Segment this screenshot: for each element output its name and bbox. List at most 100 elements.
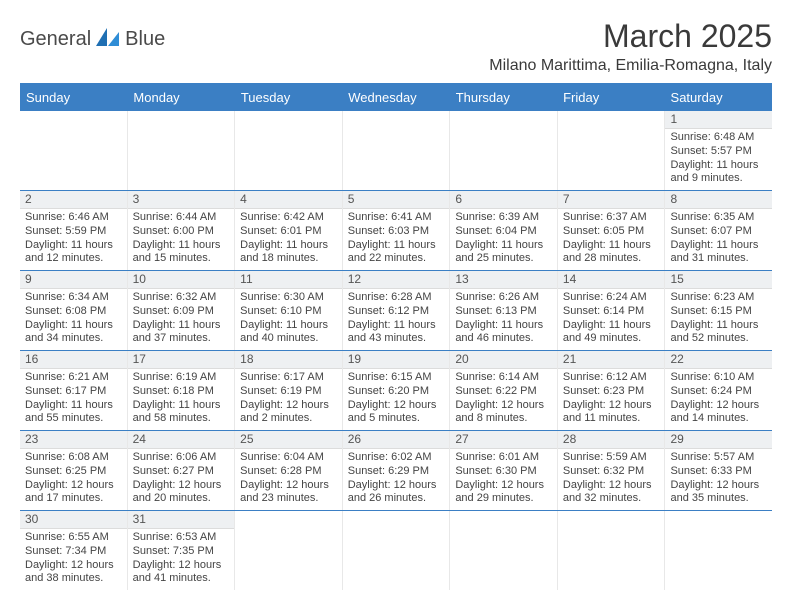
daylight-line-2: and 37 minutes.	[133, 332, 230, 346]
daylight-line-1: Daylight: 11 hours	[670, 159, 767, 173]
day-cell: 23Sunrise: 6:08 AMSunset: 6:25 PMDayligh…	[20, 431, 128, 510]
daylight-line-2: and 32 minutes.	[563, 492, 660, 506]
day-cell-empty	[128, 111, 236, 190]
day-cell: 13Sunrise: 6:26 AMSunset: 6:13 PMDayligh…	[450, 271, 558, 350]
daylight-line-2: and 9 minutes.	[670, 172, 767, 186]
day-body: Sunrise: 6:55 AMSunset: 7:34 PMDaylight:…	[20, 529, 127, 590]
daylight-line-2: and 18 minutes.	[240, 252, 337, 266]
sunset-line: Sunset: 6:25 PM	[25, 465, 122, 479]
daylight-line-1: Daylight: 12 hours	[455, 479, 552, 493]
day-cell: 15Sunrise: 6:23 AMSunset: 6:15 PMDayligh…	[665, 271, 772, 350]
day-cell: 28Sunrise: 5:59 AMSunset: 6:32 PMDayligh…	[558, 431, 666, 510]
day-cell-empty	[343, 111, 451, 190]
sunset-line: Sunset: 6:13 PM	[455, 305, 552, 319]
day-body: Sunrise: 6:10 AMSunset: 6:24 PMDaylight:…	[665, 369, 772, 430]
sunrise-line: Sunrise: 6:35 AM	[670, 211, 767, 225]
daylight-line-1: Daylight: 11 hours	[455, 239, 552, 253]
day-number: 4	[235, 191, 342, 209]
sunset-line: Sunset: 6:33 PM	[670, 465, 767, 479]
day-number: 2	[20, 191, 127, 209]
sunrise-line: Sunrise: 6:42 AM	[240, 211, 337, 225]
sunrise-line: Sunrise: 6:26 AM	[455, 291, 552, 305]
daylight-line-1: Daylight: 11 hours	[25, 239, 122, 253]
sunset-line: Sunset: 6:04 PM	[455, 225, 552, 239]
sunset-line: Sunset: 6:29 PM	[348, 465, 445, 479]
daylight-line-2: and 15 minutes.	[133, 252, 230, 266]
day-cell: 7Sunrise: 6:37 AMSunset: 6:05 PMDaylight…	[558, 191, 666, 270]
daylight-line-1: Daylight: 11 hours	[240, 239, 337, 253]
sunrise-line: Sunrise: 6:28 AM	[348, 291, 445, 305]
daylight-line-1: Daylight: 12 hours	[563, 479, 660, 493]
day-number: 16	[20, 351, 127, 369]
day-number: 8	[665, 191, 772, 209]
daylight-line-2: and 34 minutes.	[25, 332, 122, 346]
day-number: 27	[450, 431, 557, 449]
day-number: 29	[665, 431, 772, 449]
day-body: Sunrise: 6:17 AMSunset: 6:19 PMDaylight:…	[235, 369, 342, 430]
sunrise-line: Sunrise: 6:21 AM	[25, 371, 122, 385]
sunrise-line: Sunrise: 6:08 AM	[25, 451, 122, 465]
sunrise-line: Sunrise: 6:41 AM	[348, 211, 445, 225]
day-body: Sunrise: 6:21 AMSunset: 6:17 PMDaylight:…	[20, 369, 127, 430]
sunset-line: Sunset: 7:35 PM	[133, 545, 230, 559]
day-cell-empty	[450, 111, 558, 190]
day-header-saturday: Saturday	[665, 85, 772, 111]
day-body: Sunrise: 6:02 AMSunset: 6:29 PMDaylight:…	[343, 449, 450, 510]
day-number: 13	[450, 271, 557, 289]
day-body: Sunrise: 6:53 AMSunset: 7:35 PMDaylight:…	[128, 529, 235, 590]
week-row: 1Sunrise: 6:48 AMSunset: 5:57 PMDaylight…	[20, 111, 772, 191]
day-cell: 17Sunrise: 6:19 AMSunset: 6:18 PMDayligh…	[128, 351, 236, 430]
day-body: Sunrise: 6:08 AMSunset: 6:25 PMDaylight:…	[20, 449, 127, 510]
daylight-line-1: Daylight: 11 hours	[670, 319, 767, 333]
sunrise-line: Sunrise: 6:30 AM	[240, 291, 337, 305]
sunset-line: Sunset: 6:07 PM	[670, 225, 767, 239]
day-body: Sunrise: 6:44 AMSunset: 6:00 PMDaylight:…	[128, 209, 235, 270]
sunrise-line: Sunrise: 6:32 AM	[133, 291, 230, 305]
sunrise-line: Sunrise: 6:06 AM	[133, 451, 230, 465]
sunset-line: Sunset: 6:28 PM	[240, 465, 337, 479]
day-cell: 12Sunrise: 6:28 AMSunset: 6:12 PMDayligh…	[343, 271, 451, 350]
sunset-line: Sunset: 7:34 PM	[25, 545, 122, 559]
daylight-line-2: and 2 minutes.	[240, 412, 337, 426]
day-number: 25	[235, 431, 342, 449]
day-cell-empty	[450, 511, 558, 590]
day-cell: 14Sunrise: 6:24 AMSunset: 6:14 PMDayligh…	[558, 271, 666, 350]
daylight-line-1: Daylight: 11 hours	[348, 239, 445, 253]
day-body: Sunrise: 6:39 AMSunset: 6:04 PMDaylight:…	[450, 209, 557, 270]
sunrise-line: Sunrise: 5:59 AM	[563, 451, 660, 465]
day-body: Sunrise: 6:26 AMSunset: 6:13 PMDaylight:…	[450, 289, 557, 350]
week-row: 16Sunrise: 6:21 AMSunset: 6:17 PMDayligh…	[20, 351, 772, 431]
daylight-line-1: Daylight: 12 hours	[348, 399, 445, 413]
week-row: 23Sunrise: 6:08 AMSunset: 6:25 PMDayligh…	[20, 431, 772, 511]
day-body: Sunrise: 6:37 AMSunset: 6:05 PMDaylight:…	[558, 209, 665, 270]
day-cell: 9Sunrise: 6:34 AMSunset: 6:08 PMDaylight…	[20, 271, 128, 350]
daylight-line-1: Daylight: 11 hours	[25, 319, 122, 333]
daylight-line-1: Daylight: 12 hours	[240, 479, 337, 493]
day-cell: 27Sunrise: 6:01 AMSunset: 6:30 PMDayligh…	[450, 431, 558, 510]
day-number: 18	[235, 351, 342, 369]
logo-text-a: General	[20, 28, 91, 51]
day-cell: 2Sunrise: 6:46 AMSunset: 5:59 PMDaylight…	[20, 191, 128, 270]
day-cell: 19Sunrise: 6:15 AMSunset: 6:20 PMDayligh…	[343, 351, 451, 430]
daylight-line-1: Daylight: 12 hours	[563, 399, 660, 413]
daylight-line-1: Daylight: 11 hours	[563, 239, 660, 253]
header: General Blue March 2025 Milano Marittima…	[20, 18, 772, 75]
week-row: 2Sunrise: 6:46 AMSunset: 5:59 PMDaylight…	[20, 191, 772, 271]
daylight-line-1: Daylight: 12 hours	[348, 479, 445, 493]
sunset-line: Sunset: 6:23 PM	[563, 385, 660, 399]
day-body: Sunrise: 6:48 AMSunset: 5:57 PMDaylight:…	[665, 129, 772, 190]
sunset-line: Sunset: 6:27 PM	[133, 465, 230, 479]
logo-text-b: Blue	[125, 28, 165, 51]
sunrise-line: Sunrise: 6:39 AM	[455, 211, 552, 225]
daylight-line-2: and 22 minutes.	[348, 252, 445, 266]
sunset-line: Sunset: 6:09 PM	[133, 305, 230, 319]
day-header-row: SundayMondayTuesdayWednesdayThursdayFrid…	[20, 85, 772, 111]
day-cell: 10Sunrise: 6:32 AMSunset: 6:09 PMDayligh…	[128, 271, 236, 350]
sunset-line: Sunset: 6:24 PM	[670, 385, 767, 399]
sunset-line: Sunset: 6:14 PM	[563, 305, 660, 319]
daylight-line-2: and 29 minutes.	[455, 492, 552, 506]
day-number: 5	[343, 191, 450, 209]
daylight-line-2: and 43 minutes.	[348, 332, 445, 346]
day-cell: 24Sunrise: 6:06 AMSunset: 6:27 PMDayligh…	[128, 431, 236, 510]
sunrise-line: Sunrise: 6:04 AM	[240, 451, 337, 465]
